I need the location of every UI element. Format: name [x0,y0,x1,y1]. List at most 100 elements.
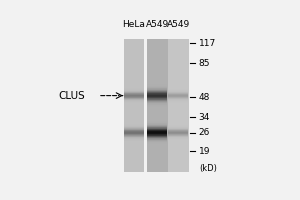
Bar [168,39,189,172]
Bar [124,140,144,141]
Bar [124,98,144,99]
Bar [168,127,188,128]
Bar [124,101,144,102]
Bar [168,97,188,98]
Bar [124,93,144,94]
Bar [124,133,144,134]
Bar [168,91,188,92]
Bar [124,126,144,127]
Bar [147,142,167,143]
Text: 34: 34 [199,113,210,122]
Bar [147,85,167,86]
Bar [124,102,144,103]
Bar [168,98,188,99]
Bar [147,101,167,102]
Bar [147,122,167,123]
Bar [147,126,167,127]
Bar [147,143,167,144]
Bar [147,89,167,90]
Bar [168,134,188,135]
Text: A549: A549 [167,20,190,29]
Bar [147,92,167,93]
Bar [168,125,188,126]
Bar [147,105,167,106]
Bar [168,126,188,127]
Text: (kD): (kD) [199,164,217,173]
Bar [168,132,188,133]
Text: 85: 85 [199,59,210,68]
Bar [124,129,144,130]
Bar [124,133,144,134]
Bar [124,91,144,92]
Bar [124,132,144,133]
Bar [168,89,188,90]
Bar [124,88,144,89]
Bar [124,140,144,141]
Bar [147,124,167,125]
Bar [147,125,167,126]
Text: 26: 26 [199,128,210,137]
Bar [147,39,168,172]
Bar [168,93,188,94]
Bar [124,129,144,130]
Bar [124,94,144,95]
Bar [124,134,144,135]
Bar [147,99,167,100]
Bar [147,133,167,134]
Bar [168,92,188,93]
Bar [168,138,188,139]
Bar [168,139,188,140]
Bar [124,128,144,129]
Bar [124,137,144,138]
Bar [168,135,188,136]
Bar [124,91,144,92]
Bar [124,98,144,99]
Bar [124,90,144,91]
Bar [168,128,188,129]
Bar [168,129,188,130]
Bar [147,99,167,100]
Bar [147,124,167,125]
Bar [168,101,188,102]
Bar [147,140,167,141]
Bar [147,132,167,133]
Bar [168,102,188,103]
Bar [168,100,188,101]
Bar [124,136,144,137]
Bar [147,135,167,136]
Bar [124,130,144,131]
Bar [147,131,167,132]
Bar [124,127,144,128]
Bar [147,89,167,90]
Bar [124,97,144,98]
Bar [147,139,167,140]
Bar [124,92,144,93]
Bar [124,124,144,125]
Bar [147,94,167,95]
Bar [124,101,144,102]
Bar [124,97,144,98]
Bar [147,130,167,131]
Bar [147,143,167,144]
Bar [168,135,188,136]
Bar [124,125,144,126]
Bar [147,91,167,92]
Bar [168,133,188,134]
Bar [147,86,167,87]
Bar [147,141,167,142]
Text: 48: 48 [199,93,210,102]
Bar [147,135,167,136]
Bar [147,127,167,128]
Bar [147,136,167,137]
Bar [168,131,188,132]
Bar [147,129,167,130]
Bar [168,90,188,91]
Bar [147,128,167,129]
Bar [147,137,167,138]
Bar [147,132,167,133]
Bar [147,84,167,85]
Bar [168,101,188,102]
Bar [168,93,188,94]
Bar [124,39,145,172]
Bar [147,90,167,91]
